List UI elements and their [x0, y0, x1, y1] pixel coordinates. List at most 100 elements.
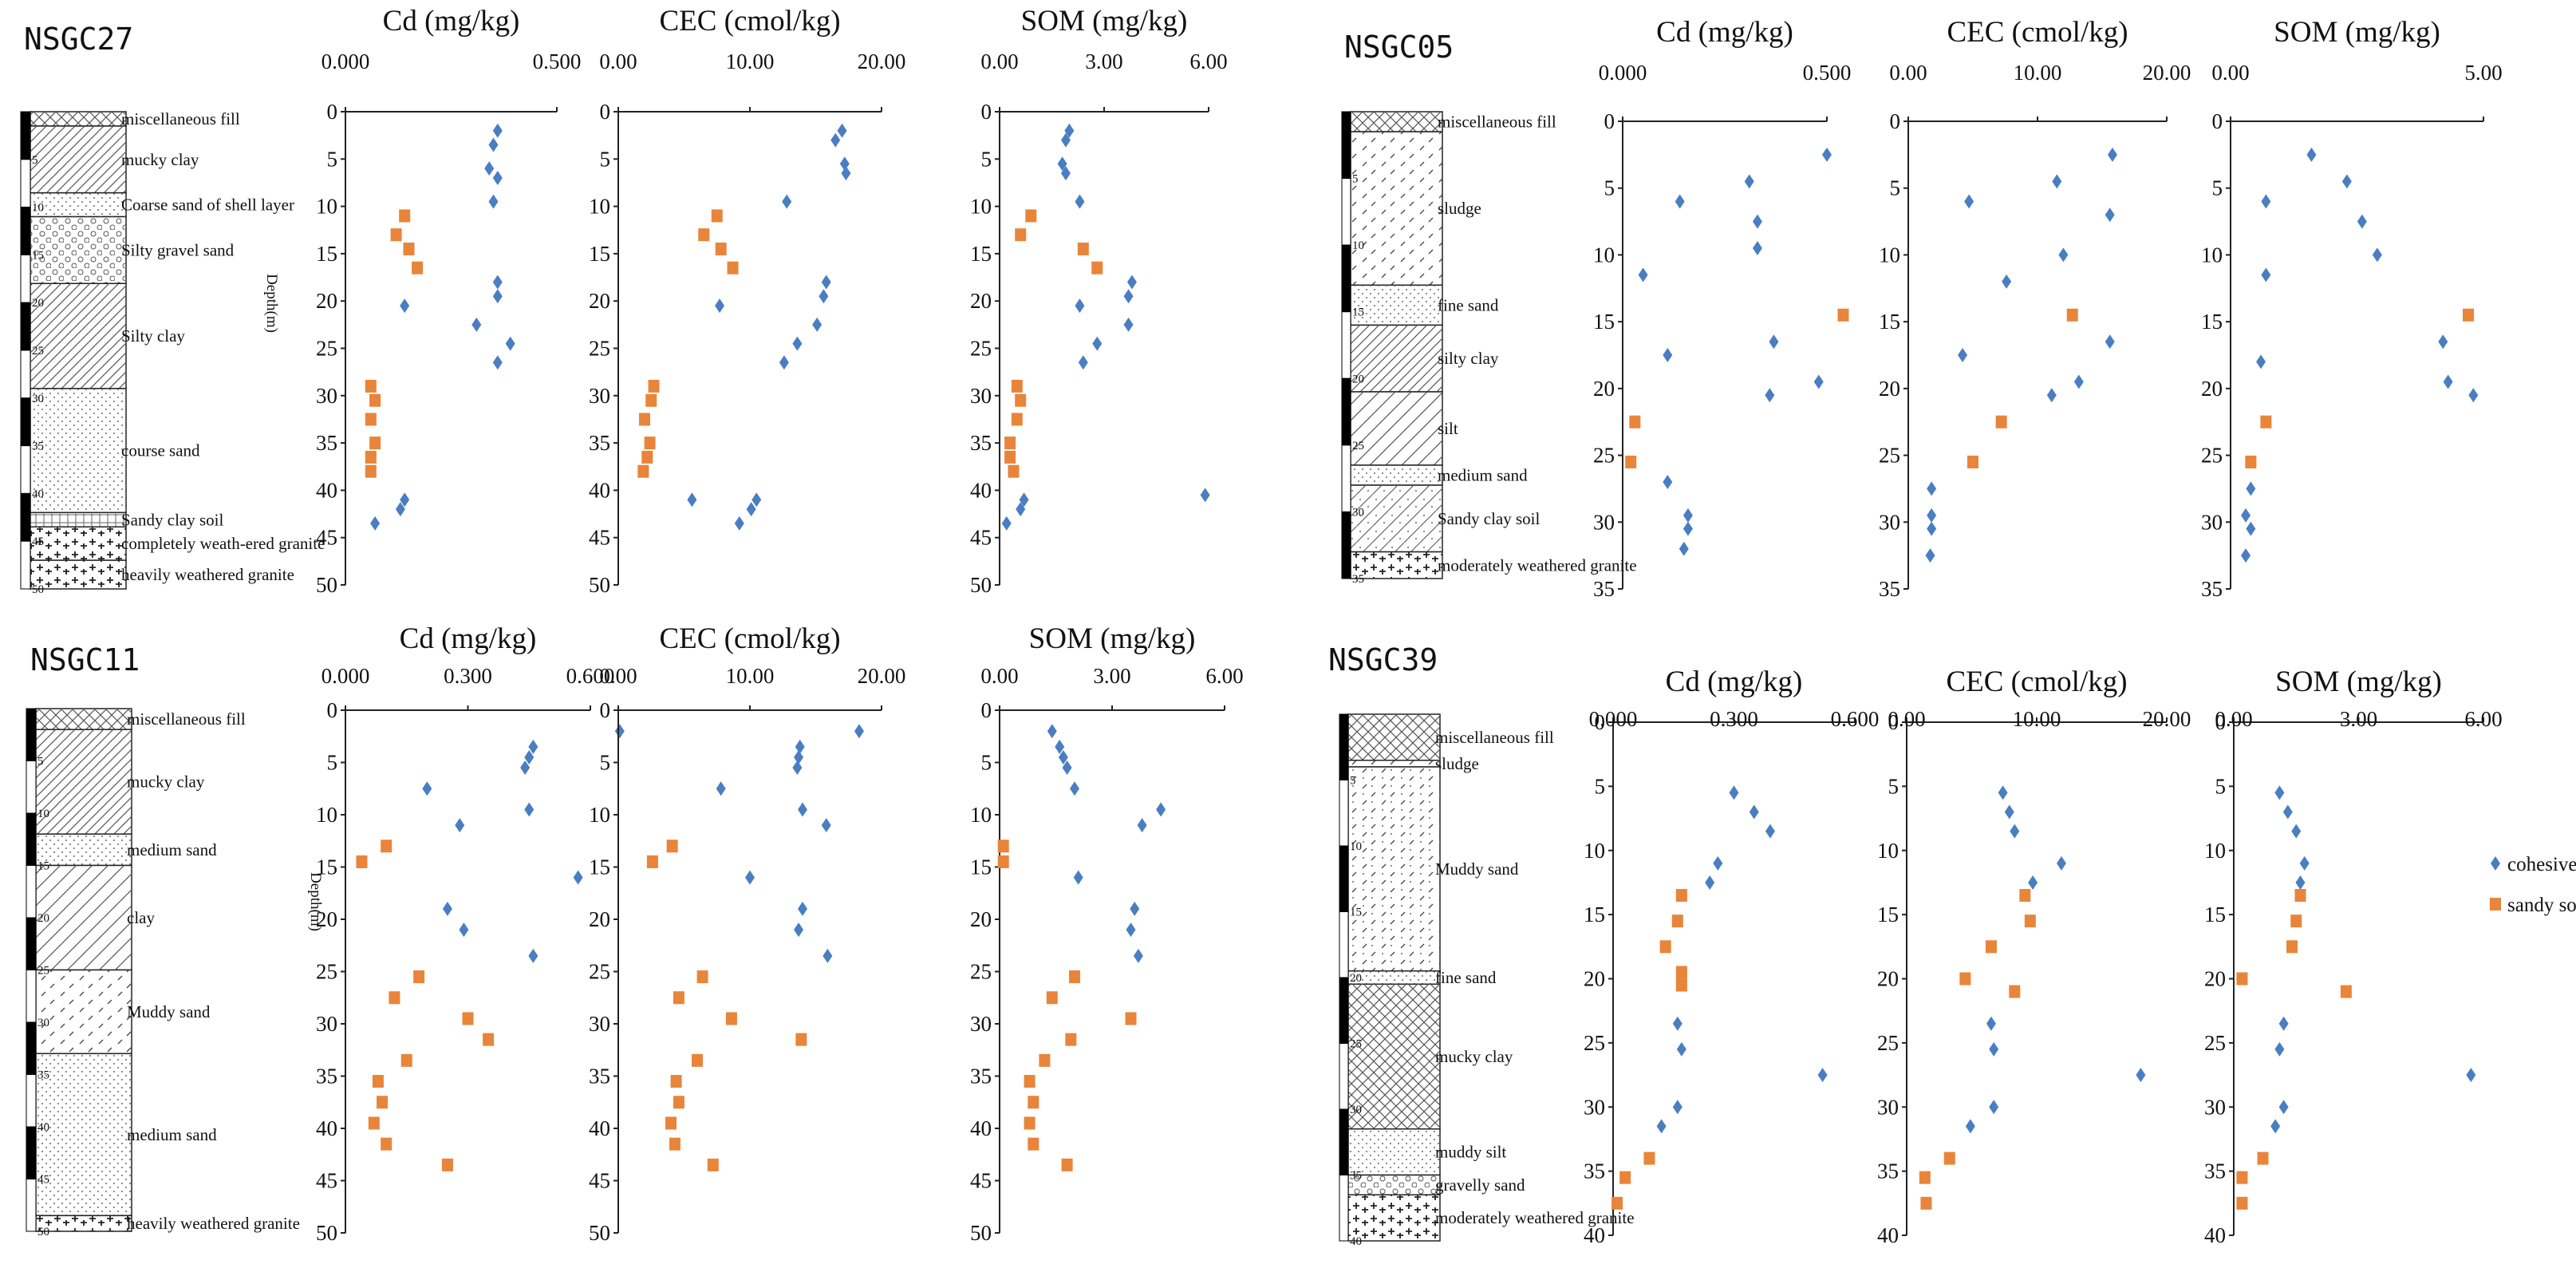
y-tick-label: 5 [1595, 774, 1606, 798]
data-point-sandy [1943, 1152, 1955, 1165]
y-tick-label: 35 [589, 431, 610, 455]
data-point-cohesive [1126, 922, 1136, 938]
depth-scale-label: 45 [32, 535, 44, 548]
data-point-cohesive [2246, 481, 2256, 496]
depth-scale-label: 40 [1350, 1235, 1362, 1248]
data-point-sandy [1619, 1171, 1631, 1184]
data-point-cohesive [2278, 1016, 2289, 1031]
log-layer-label: Sandy clay soil [1438, 509, 1540, 528]
log-layer-label: Coarse sand of shell layer [121, 196, 294, 215]
log-layer-fill [30, 125, 126, 193]
data-point-sandy [1077, 242, 1089, 255]
y-tick-label: 25 [2204, 1031, 2226, 1055]
depth-scale-label: 50 [37, 1226, 49, 1238]
y-tick-label: 10 [1584, 839, 1605, 863]
y-tick-label: 35 [1593, 577, 1615, 601]
data-point-sandy [1995, 415, 2007, 429]
y-tick-label: 30 [970, 384, 992, 408]
log-layer-fill [30, 527, 126, 561]
legend-label: sandy soil [2507, 895, 2576, 916]
y-tick-label: 20 [1584, 967, 1605, 991]
well-name: NSGC11 [30, 642, 140, 677]
depth-scale-label: 20 [32, 297, 44, 310]
depth-scale-label: 35 [1350, 1170, 1362, 1183]
y-tick-label: 20 [2204, 967, 2226, 991]
data-point-cohesive [1016, 502, 1026, 517]
data-point-cohesive [2105, 207, 2115, 223]
x-tick-label: 3.00 [1093, 664, 1130, 688]
data-point-sandy [673, 991, 684, 1005]
data-point-cohesive [1682, 508, 1693, 523]
depth-scale-segment [20, 350, 31, 399]
log-layer-label: sludge [1435, 754, 1479, 773]
chart-title: SOM (mg/kg) [1021, 5, 1188, 38]
data-point-sandy [1004, 450, 1016, 464]
y-tick-label: 5 [327, 751, 338, 775]
data-point-cohesive [821, 275, 831, 290]
x-tick-label: 0.00 [980, 49, 1018, 73]
data-point-sandy [1011, 413, 1023, 426]
y-tick-label: 25 [970, 337, 992, 361]
y-tick-label: 0 [600, 100, 611, 124]
x-tick-label: 3.00 [1085, 49, 1122, 73]
depth-scale-segment [1341, 511, 1351, 579]
x-tick-label: 0.600 [566, 664, 615, 688]
y-tick-label: 25 [1584, 1031, 1605, 1055]
data-point-cohesive [1672, 1016, 1682, 1031]
data-point-cohesive [734, 516, 744, 531]
data-point-cohesive [1989, 1100, 1999, 1115]
data-point-cohesive [746, 502, 756, 517]
figure-root: NSGC27 miscellaneous fill mucky clay Coarse… [20, 5, 2576, 1248]
data-point-cohesive [745, 870, 755, 885]
log-layer-fill [36, 970, 132, 1054]
chart-title: CEC (cmol/kg) [1946, 666, 2127, 698]
data-point-sandy [399, 209, 411, 223]
log-layer-fill [1348, 760, 1440, 767]
y-tick-label: 35 [316, 431, 337, 455]
depth-scale-segment [26, 812, 37, 866]
data-point-sandy [1959, 972, 1971, 986]
y-tick-label: 20 [1877, 967, 1899, 991]
depth-scale-segment [1341, 178, 1351, 246]
log-layer-label: mucky clay [1435, 1047, 1513, 1066]
log-layer-label: Silty clay [121, 326, 185, 346]
log-layer-fill [1348, 984, 1440, 1129]
data-point-sandy [645, 393, 657, 407]
data-point-cohesive [1123, 289, 1134, 304]
data-point-sandy [725, 1012, 737, 1025]
data-point-cohesive [1663, 475, 1673, 490]
y-tick-label: 15 [1584, 903, 1605, 926]
depth-scale-label: 30 [1352, 506, 1364, 519]
y-tick-label: 35 [316, 1065, 337, 1088]
well-panel-nsgc05: NSGC05 miscellaneous fill sludge fine sand s… [1341, 16, 2503, 601]
data-point-sandy [369, 437, 381, 450]
data-point-sandy [1069, 970, 1080, 984]
data-point-sandy [2290, 914, 2302, 928]
x-tick-label: 5.00 [2464, 61, 2502, 85]
y-tick-label: 35 [1584, 1159, 1605, 1183]
y-tick-label: 15 [970, 242, 992, 266]
y-tick-label: 10 [970, 803, 992, 827]
y-tick-label: 20 [2201, 377, 2223, 401]
y-axis-label: Depth(m) [263, 274, 280, 333]
depth-scale-segment [26, 970, 37, 1023]
depth-scale-segment [1339, 845, 1349, 912]
data-point-cohesive [395, 502, 405, 517]
y-tick-label: 15 [1879, 310, 1900, 334]
data-point-cohesive [2261, 267, 2271, 282]
log-layer-fill [1348, 1128, 1440, 1175]
data-point-sandy [389, 991, 400, 1005]
x-tick-label: 0.00 [599, 49, 637, 73]
depth-scale-segment [26, 917, 37, 970]
data-point-sandy [356, 855, 368, 868]
data-point-sandy [2245, 455, 2257, 468]
data-point-cohesive [2291, 824, 2302, 839]
data-point-sandy [2257, 1152, 2269, 1165]
y-tick-label: 0 [1604, 109, 1615, 133]
data-point-cohesive [528, 948, 538, 963]
data-point-sandy [372, 1075, 384, 1088]
data-point-sandy [711, 209, 723, 223]
data-point-cohesive [2105, 334, 2115, 350]
legend-label: cohesive soil [2507, 854, 2576, 875]
y-tick-label: 25 [970, 960, 992, 984]
